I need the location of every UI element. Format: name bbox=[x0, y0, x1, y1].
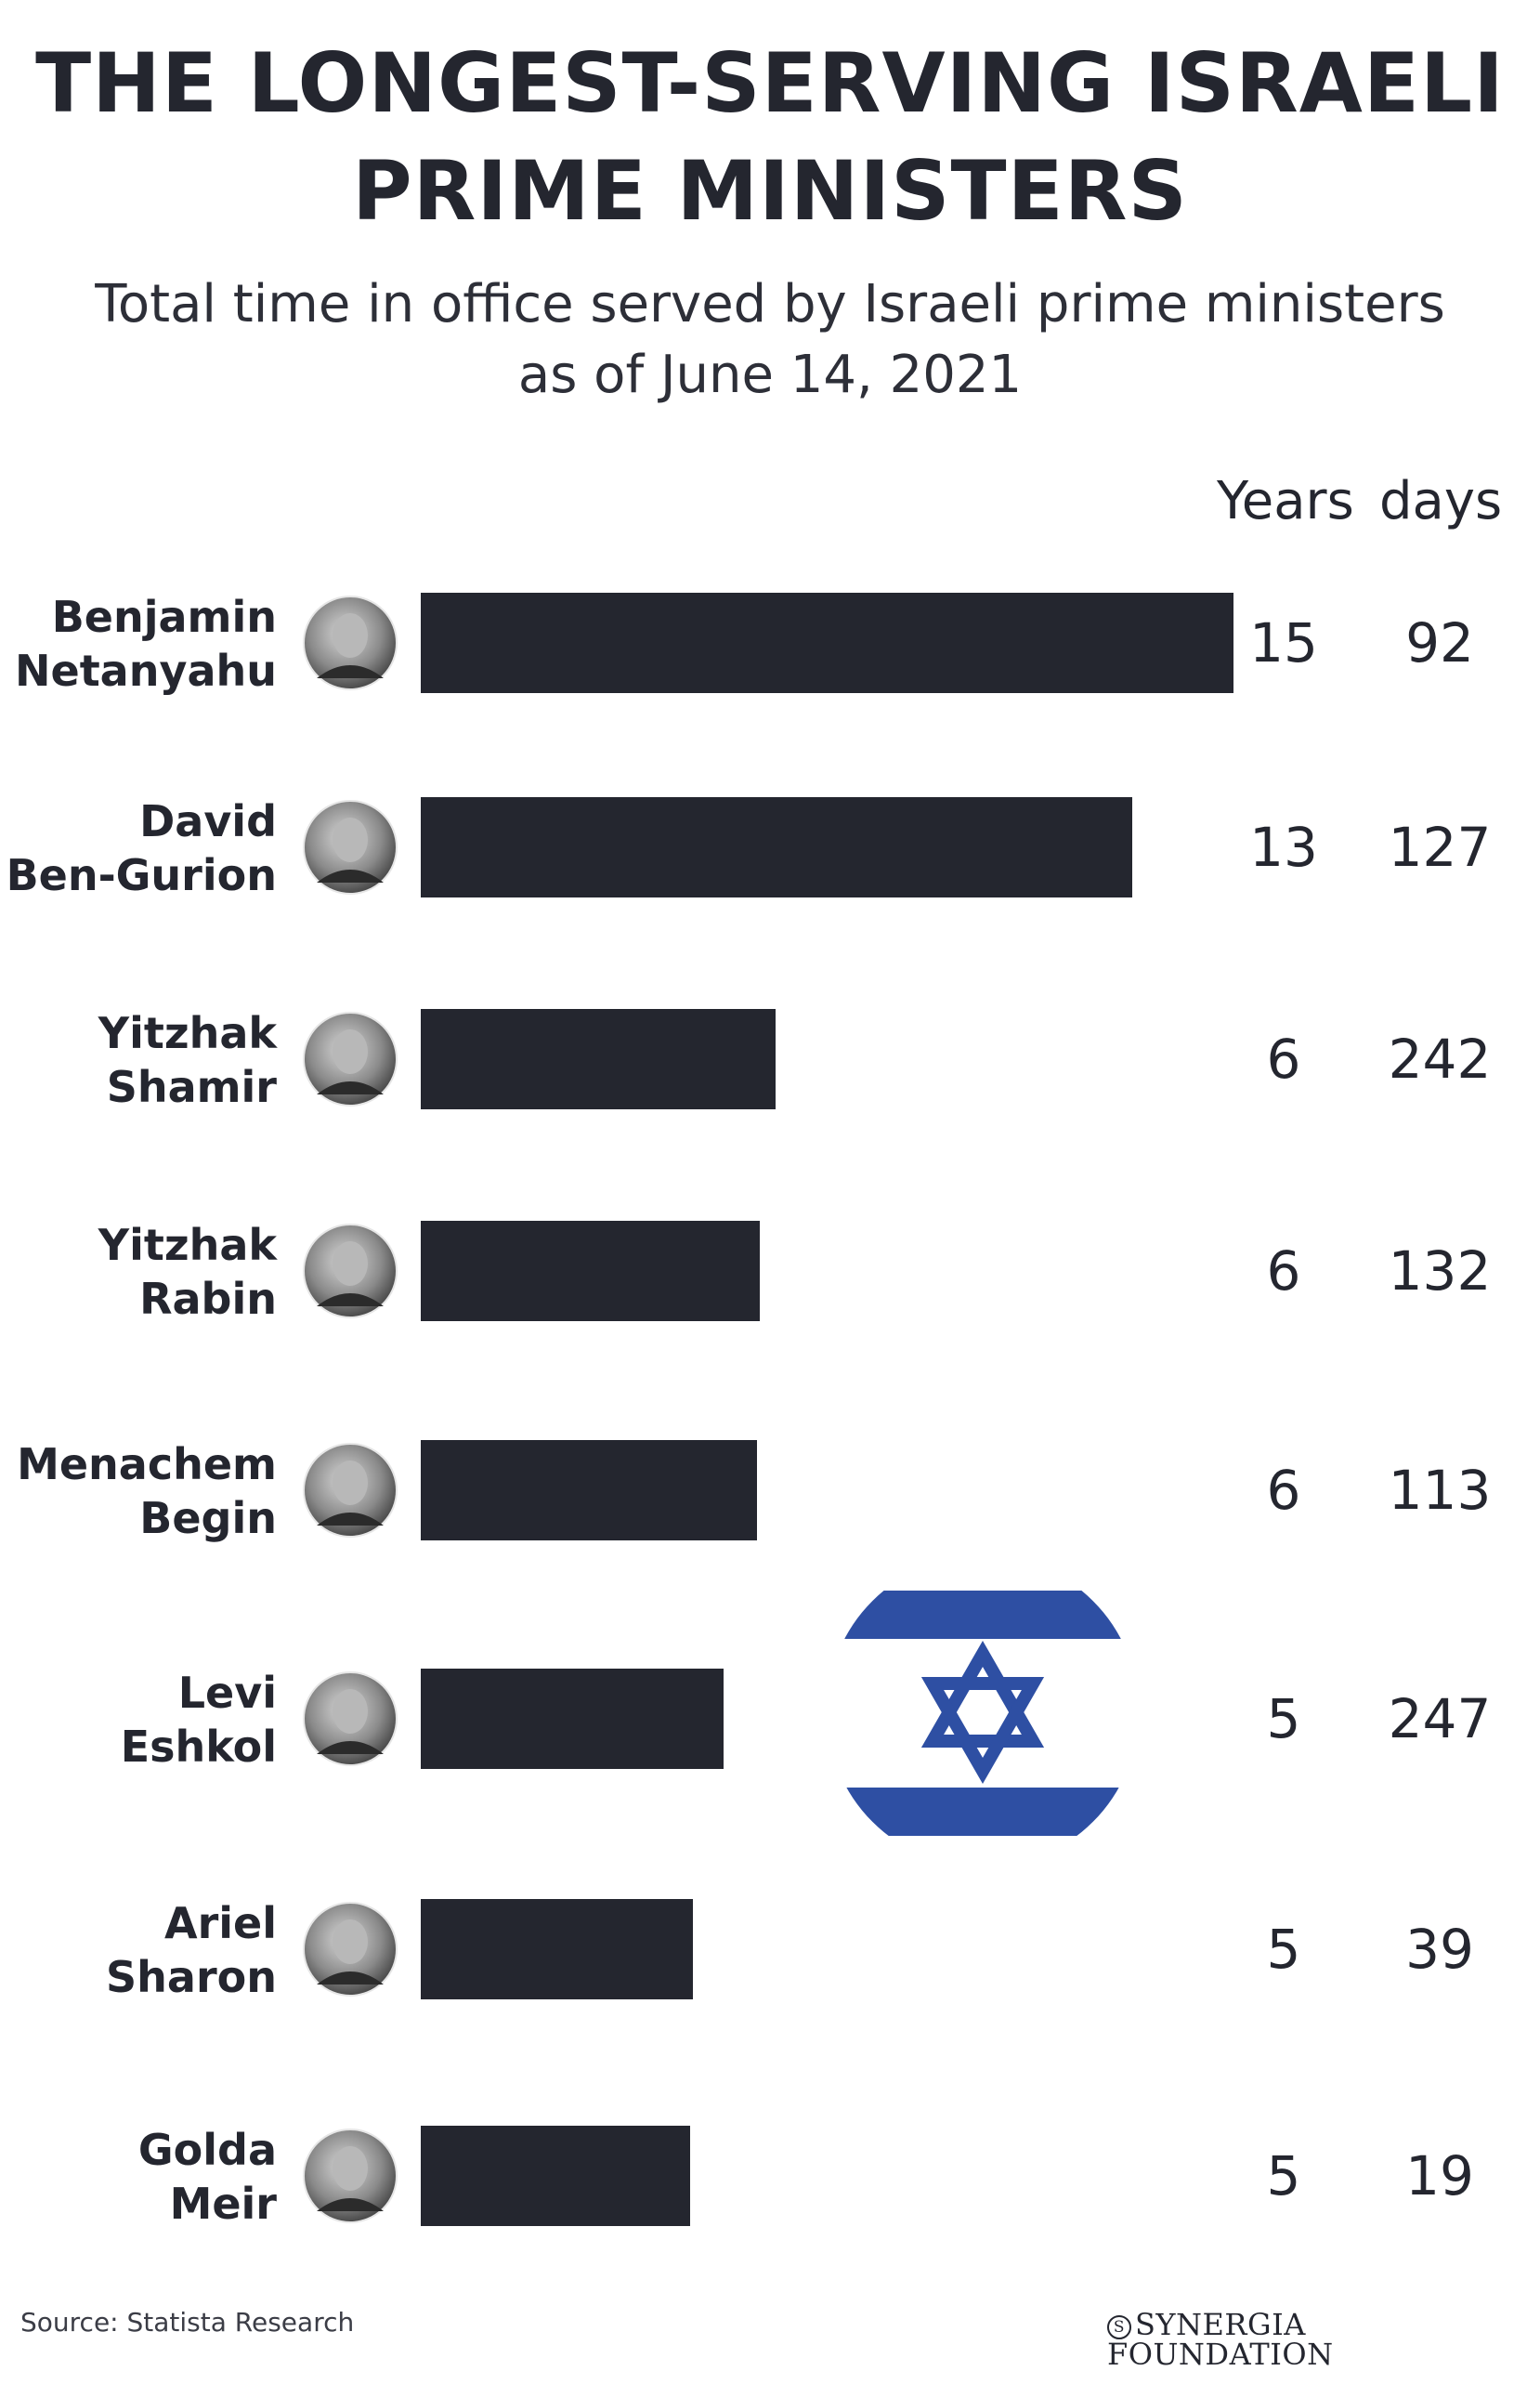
years-value-0: 15 bbox=[1249, 611, 1318, 675]
name-label-6-1: Sharon bbox=[106, 1952, 277, 2002]
years-value-4: 6 bbox=[1267, 1459, 1301, 1522]
source-note: Source: Statista Research bbox=[20, 2307, 355, 2338]
years-column-header: Years bbox=[1217, 471, 1354, 531]
portrait-icon bbox=[303, 596, 398, 690]
days-value-1: 127 bbox=[1389, 816, 1492, 879]
bar-7 bbox=[421, 2126, 690, 2226]
years-value-6: 5 bbox=[1267, 1918, 1301, 1981]
days-value-0: 92 bbox=[1405, 611, 1474, 675]
bar-0 bbox=[421, 593, 1233, 693]
portrait-icon bbox=[303, 1443, 398, 1538]
brand-logo: S SYNERGIA FOUNDATION bbox=[1107, 2310, 1540, 2369]
name-label-7-1: Meir bbox=[170, 2179, 278, 2229]
name-label-4-1: Begin bbox=[139, 1493, 277, 1543]
days-value-2: 242 bbox=[1389, 1028, 1492, 1091]
days-value-5: 247 bbox=[1389, 1687, 1492, 1750]
portrait-icon bbox=[303, 800, 398, 895]
name-label-5-1: Eshkol bbox=[121, 1722, 277, 1772]
name-label-3-1: Rabin bbox=[139, 1274, 277, 1324]
name-label-6-0: Ariel bbox=[164, 1898, 277, 1948]
chart-title-line-2: PRIME MINISTERS bbox=[352, 143, 1188, 239]
days-value-6: 39 bbox=[1405, 1918, 1474, 1981]
name-label-3-0: Yitzhak bbox=[98, 1220, 279, 1270]
name-label-0-0: Benjamin bbox=[52, 592, 277, 642]
chart-title-line-1: THE LONGEST-SERVING ISRAELI bbox=[35, 35, 1505, 131]
name-label-4-0: Menachem bbox=[17, 1439, 277, 1489]
brand-mark-icon: S bbox=[1107, 2315, 1131, 2339]
name-label-0-1: Netanyahu bbox=[15, 646, 277, 696]
days-value-7: 19 bbox=[1405, 2144, 1474, 2207]
years-value-1: 13 bbox=[1249, 816, 1318, 879]
name-label-7-0: Golda bbox=[138, 2125, 277, 2175]
years-value-2: 6 bbox=[1267, 1028, 1301, 1091]
name-label-2-1: Shamir bbox=[107, 1062, 278, 1112]
bar-4 bbox=[421, 1440, 757, 1540]
chart-subtitle-line-1: Total time in office served by Israeli p… bbox=[95, 274, 1445, 334]
portrait-icon bbox=[303, 1671, 398, 1766]
years-value-5: 5 bbox=[1267, 1687, 1301, 1750]
portrait-icon bbox=[303, 2129, 398, 2223]
days-value-4: 113 bbox=[1389, 1459, 1492, 1522]
star-of-david-icon bbox=[920, 1640, 1045, 1785]
name-label-1-0: David bbox=[139, 796, 277, 846]
flag-bottom-stripe bbox=[827, 1788, 1139, 1836]
years-value-7: 5 bbox=[1267, 2144, 1301, 2207]
portrait-icon bbox=[303, 1224, 398, 1318]
bar-6 bbox=[421, 1899, 693, 1999]
bar-5 bbox=[421, 1669, 724, 1769]
flag-top-stripe bbox=[827, 1591, 1139, 1639]
days-column-header: days bbox=[1379, 471, 1503, 531]
years-value-3: 6 bbox=[1267, 1239, 1301, 1303]
bar-2 bbox=[421, 1009, 776, 1109]
portrait-icon bbox=[303, 1902, 398, 1997]
days-value-3: 132 bbox=[1389, 1239, 1492, 1303]
name-label-5-0: Levi bbox=[178, 1668, 277, 1718]
bar-1 bbox=[421, 797, 1132, 897]
chart-subtitle-line-2: as of June 14, 2021 bbox=[517, 345, 1023, 405]
israel-flag-icon bbox=[827, 1555, 1139, 1867]
portrait-icon bbox=[303, 1012, 398, 1107]
name-label-2-0: Yitzhak bbox=[98, 1008, 279, 1058]
brand-name: SYNERGIA FOUNDATION bbox=[1107, 2307, 1334, 2372]
bar-3 bbox=[421, 1221, 760, 1321]
name-label-1-1: Ben-Gurion bbox=[7, 850, 277, 900]
